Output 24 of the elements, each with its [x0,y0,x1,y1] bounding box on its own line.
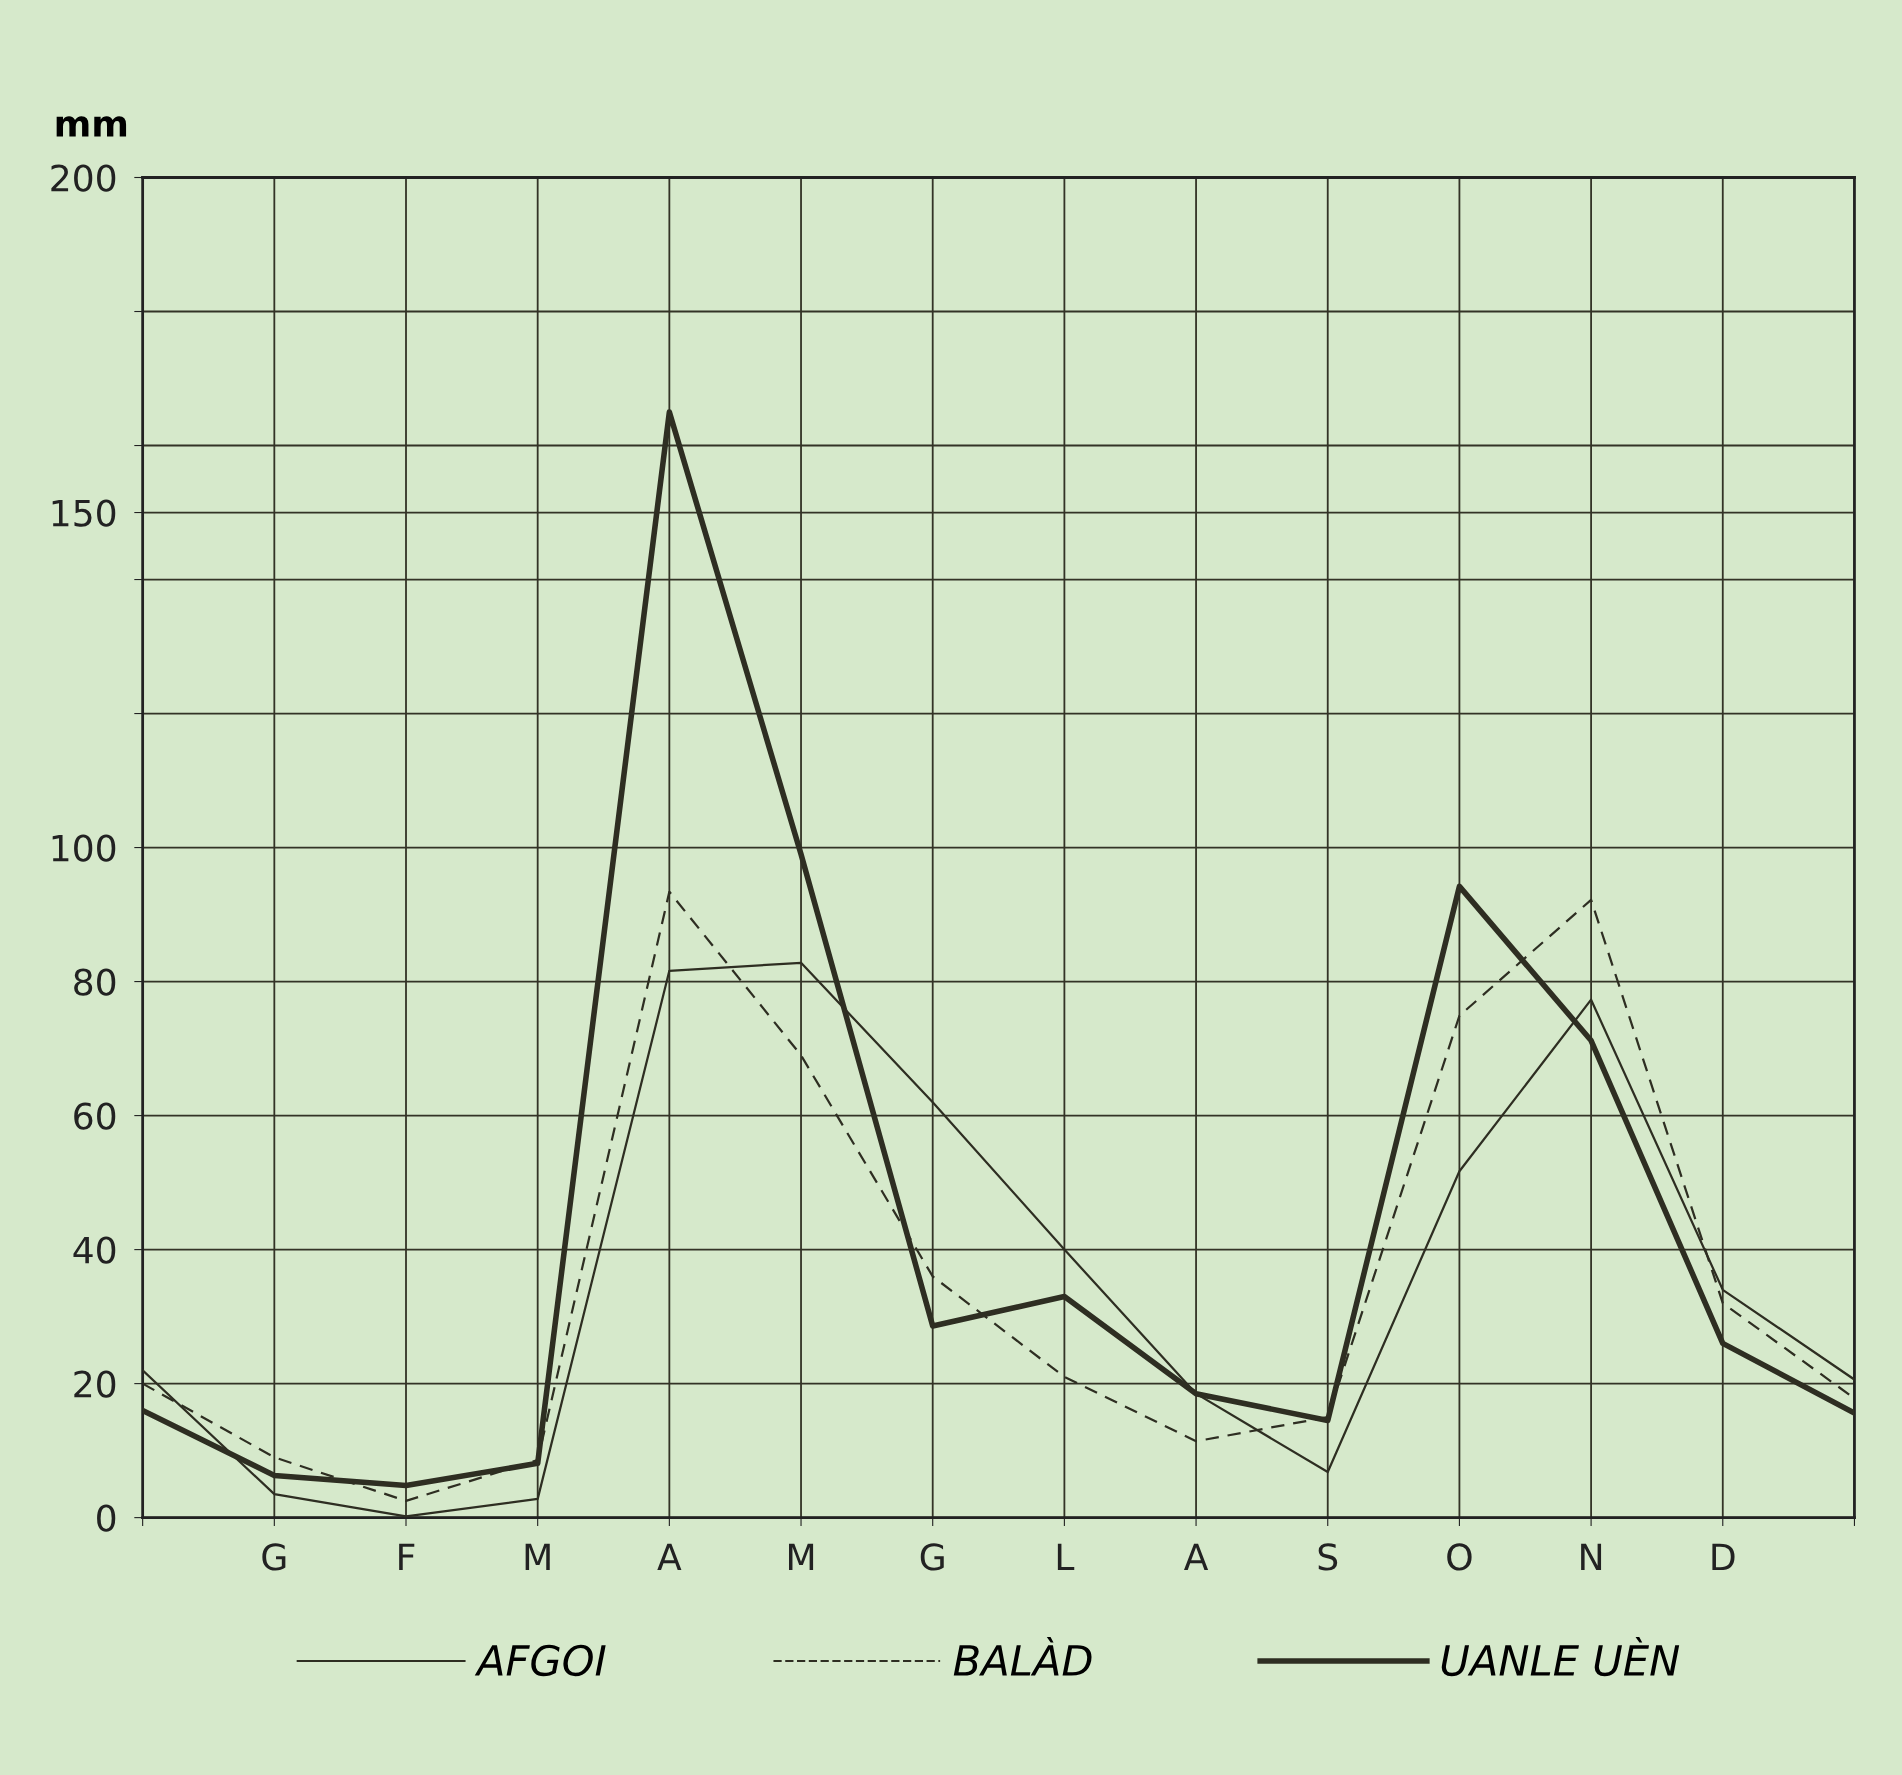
x-tick-label: O [1447,1543,1472,1571]
legend-label: BALÀD [953,1637,1092,1676]
y-tick-label: 200 [51,164,116,192]
y-tick-label: 80 [74,968,116,996]
x-tick-label: A [1184,1543,1209,1571]
y-tick-label: 150 [52,499,116,527]
legend-label: AFGOI [474,1644,606,1677]
y-tick-label: 20 [74,1370,116,1398]
x-tick-label: D [1712,1543,1735,1571]
y-tick-label: 60 [74,1102,116,1130]
x-tick-label: S [1318,1543,1338,1571]
x-tick-label: G [262,1543,286,1571]
y-tick-label: 100 [52,834,116,862]
x-tick-label: G [920,1543,944,1571]
x-tick-label: M [525,1543,550,1571]
legend-label: UANLE UÈN [1441,1637,1680,1677]
x-tick-label: M [789,1543,814,1571]
x-tick-label: N [1581,1543,1602,1571]
x-tick-label: A [657,1543,682,1571]
y-tick-label: 40 [73,1236,116,1264]
y-tick-label: 0 [97,1504,116,1532]
x-tick-label: F [399,1543,415,1571]
y-axis-title: mm [56,116,127,137]
x-tick-label: L [1057,1543,1075,1571]
